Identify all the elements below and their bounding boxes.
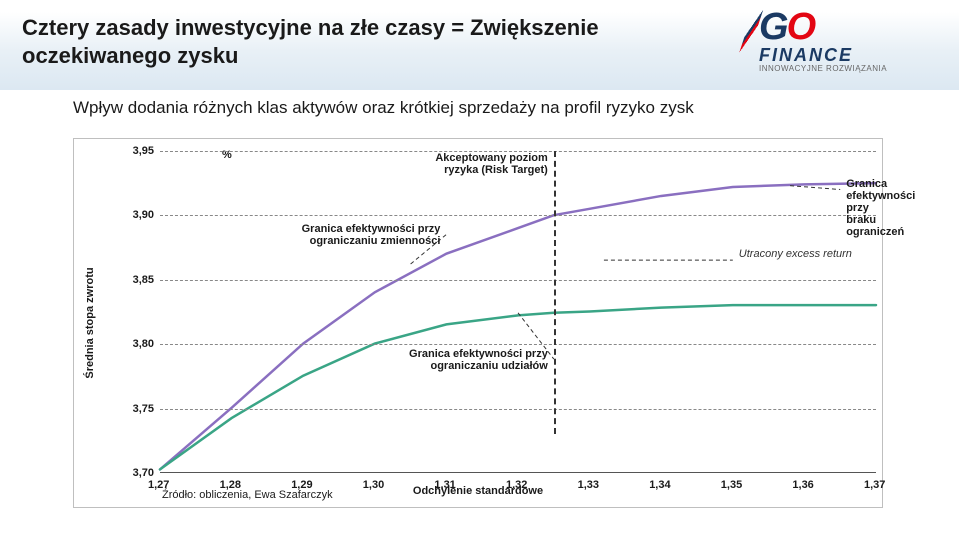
annotation-eff_vol: Granica efektywności przyograniczaniu zm… — [302, 223, 441, 247]
gridline — [160, 409, 876, 410]
x-tick: 1,31 — [434, 479, 455, 491]
x-tick: 1,36 — [792, 479, 813, 491]
y-tick: 3,70 — [133, 467, 154, 479]
annotation-eff_unbounded: Granica efektywności przybraku ogranicze… — [846, 178, 915, 238]
annotation-lost_excess: Utracony excess return — [739, 248, 852, 260]
title-line2: oczekiwanego zysku — [22, 42, 642, 70]
x-tick: 1,35 — [721, 479, 742, 491]
plot-area: % 3,703,753,803,853,903,951,271,281,291,… — [160, 151, 876, 473]
x-tick: 1,33 — [578, 479, 599, 491]
logo-tagline: INNOWACYJNE ROZWIĄZANIA — [759, 64, 939, 73]
page-title: Cztery zasady inwestycyjne na złe czasy … — [22, 14, 642, 69]
annotation-eff_shares: Granica efektywności przyograniczaniu ud… — [409, 348, 548, 372]
chart: Średnia stopa zwrotu Odchylenie standard… — [82, 147, 874, 499]
x-tick: 1,32 — [506, 479, 527, 491]
y-tick: 3,75 — [133, 403, 154, 415]
gridline — [160, 215, 876, 216]
y-tick: 3,80 — [133, 338, 154, 350]
logo: GO FINANCE INNOWACYJNE ROZWIĄZANIA — [759, 6, 939, 73]
y-tick: 3,85 — [133, 274, 154, 286]
subtitle: Wpływ dodania różnych klas aktywów oraz … — [73, 98, 694, 118]
y-tick: 3,90 — [133, 209, 154, 221]
chart-source: Źródło: obliczenia, Ewa Szafarczyk — [162, 489, 333, 501]
annotation-leader — [790, 186, 840, 190]
logo-go-text: GO — [759, 6, 939, 49]
x-tick: 1,34 — [649, 479, 670, 491]
risk-target-line — [554, 151, 556, 434]
chart-frame: Średnia stopa zwrotu Odchylenie standard… — [73, 138, 883, 508]
series-purple — [160, 183, 876, 469]
x-tick: 1,37 — [864, 479, 885, 491]
y-tick: 3,95 — [133, 145, 154, 157]
gridline — [160, 344, 876, 345]
chart-curves — [160, 151, 876, 472]
y-axis-title: Średnia stopa zwrotu — [84, 267, 96, 378]
title-line1: Cztery zasady inwestycyjne na złe czasy … — [22, 14, 642, 42]
gridline — [160, 280, 876, 281]
annotation-risk_target: Akceptowany poziomryzyka (Risk Target) — [435, 152, 547, 176]
x-tick: 1,30 — [363, 479, 384, 491]
series-teal — [160, 305, 876, 469]
